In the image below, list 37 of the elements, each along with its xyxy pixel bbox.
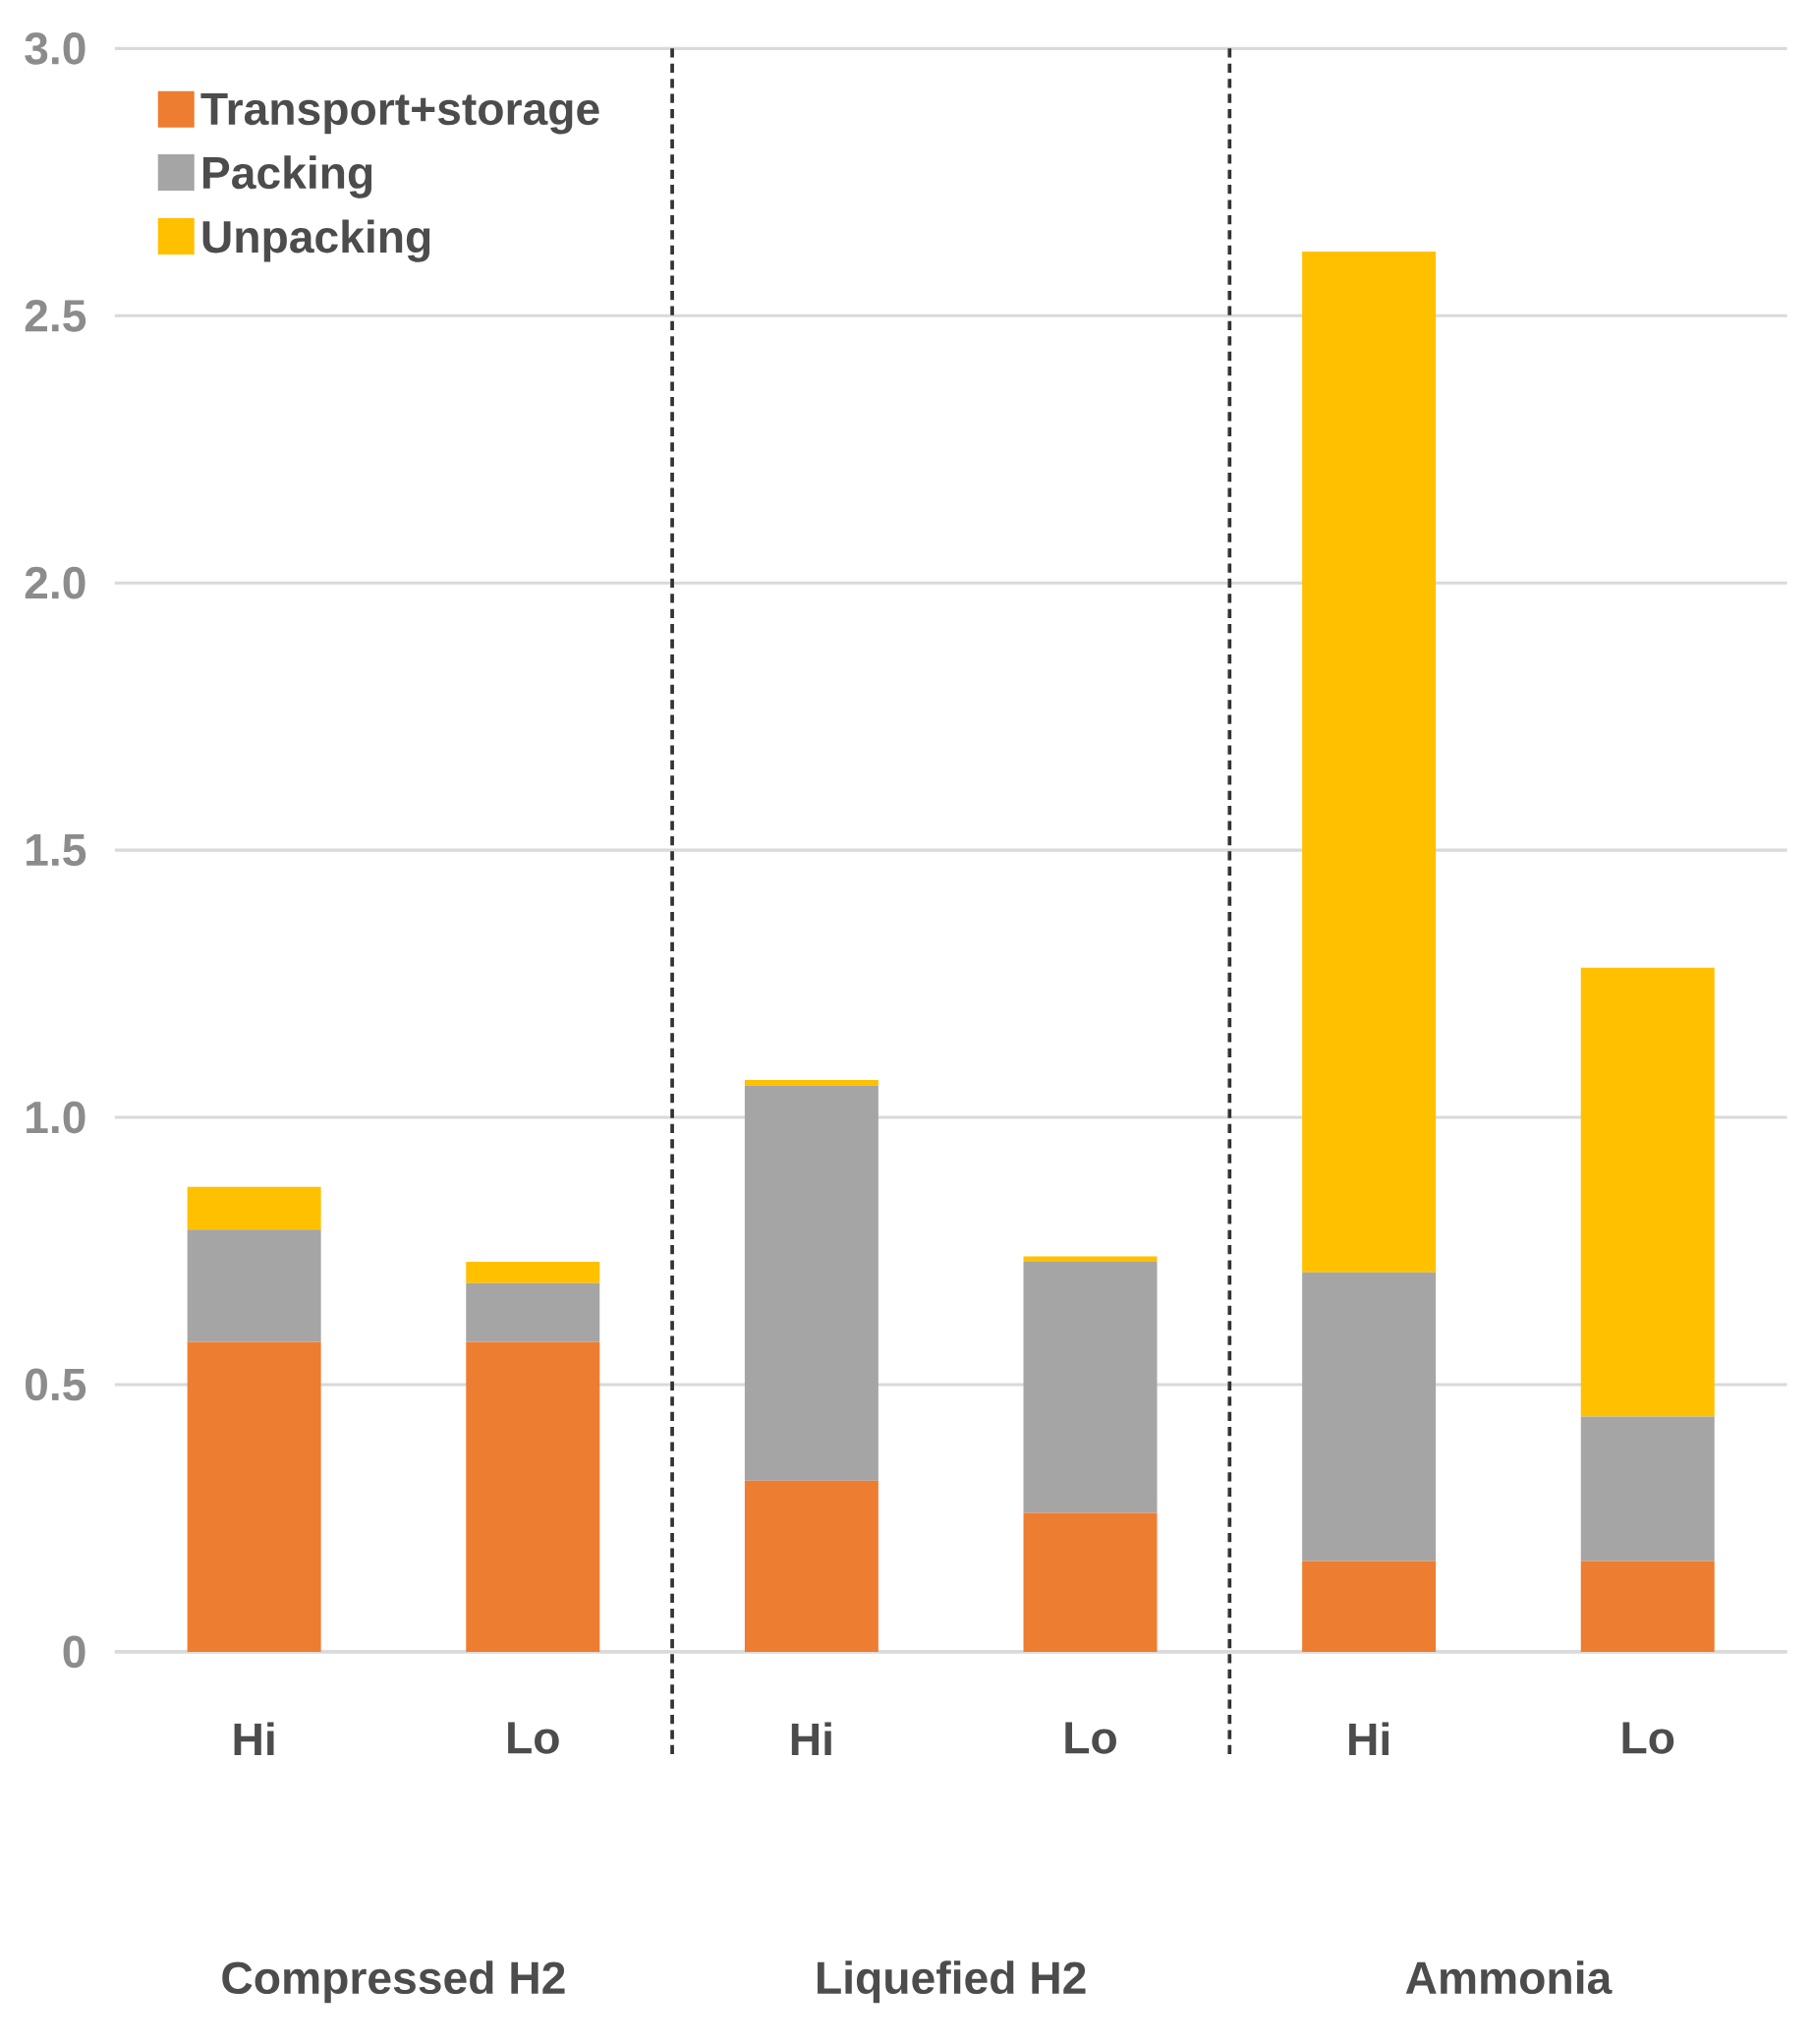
bar bbox=[466, 1341, 600, 1652]
bar bbox=[466, 1282, 600, 1342]
y-tick-label: 2.5 bbox=[25, 299, 85, 332]
x-tick-label: Lo bbox=[1065, 1722, 1116, 1754]
bar bbox=[1301, 1272, 1436, 1561]
bar bbox=[1301, 1561, 1436, 1652]
y-tick-label: 1.0 bbox=[26, 1101, 85, 1134]
bar bbox=[1023, 1256, 1158, 1262]
bar bbox=[1580, 1561, 1715, 1652]
text: Liquefied H2 bbox=[817, 1960, 1086, 2004]
y-tick-label: 1.5 bbox=[26, 834, 85, 867]
bar bbox=[187, 1229, 321, 1342]
bar bbox=[187, 1186, 321, 1230]
bar bbox=[187, 1341, 321, 1652]
x-tick-label: Hi bbox=[791, 1722, 831, 1755]
bar bbox=[744, 1480, 879, 1652]
text: Compressed H2 bbox=[222, 1960, 565, 2004]
bar bbox=[1301, 252, 1436, 1273]
bar bbox=[1580, 1416, 1715, 1561]
x-tick-label: Lo bbox=[507, 1722, 559, 1754]
legend-label: Packing bbox=[202, 155, 371, 199]
legend-label: Unpacking bbox=[202, 219, 429, 262]
bar bbox=[1580, 967, 1715, 1417]
y-tick-label: 0 bbox=[63, 1635, 85, 1669]
y-tick-label: 0.5 bbox=[25, 1368, 85, 1401]
bar bbox=[1023, 1512, 1158, 1652]
y-tick-label: 3.0 bbox=[25, 31, 85, 65]
bar bbox=[744, 1079, 879, 1086]
text: Ammonia bbox=[1405, 1960, 1613, 1995]
x-tick-label: Hi bbox=[234, 1722, 274, 1755]
bar bbox=[744, 1085, 879, 1481]
bar bbox=[1023, 1261, 1158, 1513]
legend-label: Transport+storage bbox=[200, 92, 599, 135]
x-tick-label: Hi bbox=[1348, 1722, 1389, 1755]
y-tick-label: 2.0 bbox=[25, 566, 85, 599]
x-tick-label: Lo bbox=[1622, 1722, 1673, 1754]
bar bbox=[466, 1261, 600, 1283]
